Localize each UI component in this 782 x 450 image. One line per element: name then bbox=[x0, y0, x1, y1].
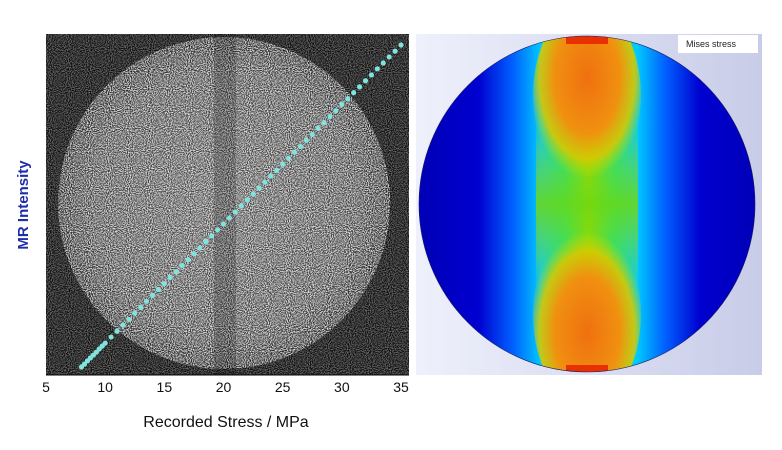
mr-intensity-chart: 5 10 15 20 25 30 35 Recorded Stress / MPa MR I… bbox=[15, 34, 409, 431]
data-point bbox=[262, 179, 268, 185]
data-point bbox=[173, 269, 179, 275]
data-point bbox=[274, 167, 280, 173]
data-point bbox=[327, 113, 333, 120]
data-point bbox=[155, 286, 162, 292]
data-point bbox=[149, 292, 156, 299]
data-point bbox=[203, 239, 209, 245]
x-axis-ticks: 5 10 15 20 25 30 35 bbox=[42, 379, 409, 395]
data-point bbox=[191, 251, 197, 257]
data-point bbox=[102, 340, 108, 346]
data-point bbox=[351, 90, 357, 96]
data-point bbox=[280, 161, 286, 167]
x-tick-label: 10 bbox=[97, 379, 113, 395]
data-point bbox=[120, 322, 126, 328]
data-point bbox=[291, 149, 298, 155]
data-point bbox=[179, 262, 185, 269]
data-point bbox=[114, 328, 120, 334]
data-point bbox=[126, 316, 132, 322]
data-point bbox=[386, 54, 392, 60]
data-point bbox=[362, 78, 369, 84]
x-tick-label: 35 bbox=[393, 379, 409, 395]
data-point bbox=[368, 72, 375, 78]
data-point bbox=[209, 233, 215, 239]
y-axis-label: MR Intensity bbox=[15, 160, 32, 250]
legend-label: Mises stress bbox=[678, 35, 758, 53]
data-point bbox=[392, 48, 398, 54]
data-point bbox=[167, 274, 173, 281]
data-point bbox=[132, 310, 138, 316]
data-point bbox=[339, 101, 345, 108]
x-tick-label: 5 bbox=[42, 379, 50, 395]
data-point bbox=[244, 197, 250, 203]
data-point bbox=[238, 203, 244, 209]
data-point bbox=[138, 304, 144, 311]
data-point bbox=[143, 298, 150, 304]
x-axis-label: Recorded Stress / MPa bbox=[143, 414, 309, 431]
data-point bbox=[250, 191, 256, 197]
data-point bbox=[315, 125, 321, 131]
data-point bbox=[333, 108, 339, 114]
data-point bbox=[214, 227, 221, 233]
scatter-points bbox=[78, 42, 404, 370]
data-point bbox=[232, 209, 238, 215]
data-point bbox=[398, 42, 404, 48]
data-point bbox=[285, 155, 292, 161]
data-point bbox=[374, 66, 380, 72]
mr-image bbox=[46, 34, 409, 375]
data-point bbox=[197, 245, 203, 251]
data-point bbox=[161, 281, 167, 287]
data-point bbox=[356, 84, 363, 90]
data-point bbox=[185, 257, 191, 263]
data-point bbox=[297, 143, 304, 150]
data-point bbox=[309, 131, 315, 138]
data-point bbox=[108, 334, 114, 340]
data-point bbox=[220, 221, 227, 227]
x-tick-label: 30 bbox=[334, 379, 350, 395]
data-point bbox=[268, 173, 274, 179]
x-tick-label: 25 bbox=[275, 379, 291, 395]
data-point bbox=[321, 120, 327, 126]
data-point bbox=[226, 215, 233, 221]
stress-disk bbox=[419, 36, 755, 372]
data-point bbox=[345, 96, 351, 102]
data-point bbox=[256, 185, 262, 191]
x-tick-label: 15 bbox=[157, 379, 173, 395]
mises-stress-plot bbox=[416, 34, 762, 375]
data-point bbox=[380, 60, 386, 66]
x-tick-label: 20 bbox=[216, 379, 232, 395]
data-point bbox=[303, 137, 309, 143]
